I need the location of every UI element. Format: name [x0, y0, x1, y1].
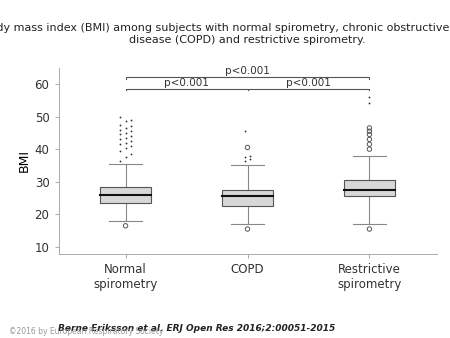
Point	[117, 137, 124, 142]
Point	[117, 127, 124, 132]
Point	[246, 153, 253, 159]
Y-axis label: BMI: BMI	[18, 149, 31, 172]
Point	[244, 145, 251, 150]
Point	[117, 122, 124, 127]
Text: p<0.001: p<0.001	[164, 78, 209, 88]
Point	[122, 125, 129, 131]
Point	[122, 140, 129, 145]
Point	[366, 137, 373, 142]
Point	[366, 128, 373, 134]
Point	[117, 132, 124, 137]
Point	[244, 226, 251, 232]
Point	[122, 223, 129, 228]
Title: Body mass index (BMI) among subjects with normal spirometry, chronic obstructive: Body mass index (BMI) among subjects wit…	[0, 23, 450, 45]
Bar	[100, 187, 151, 203]
Point	[122, 135, 129, 140]
Point	[242, 154, 249, 160]
Text: p<0.001: p<0.001	[225, 66, 270, 76]
Bar	[222, 190, 273, 206]
Point	[117, 114, 124, 119]
Text: Berne Eriksson et al. ERJ Open Res 2016;2:00051-2015: Berne Eriksson et al. ERJ Open Res 2016;…	[58, 324, 336, 334]
Point	[122, 145, 129, 150]
Point	[366, 146, 373, 152]
Point	[127, 117, 135, 122]
Point	[127, 134, 135, 139]
Point	[366, 226, 373, 232]
Point	[242, 128, 249, 134]
Point	[122, 130, 129, 136]
Point	[127, 143, 135, 149]
Point	[366, 142, 373, 147]
Point	[366, 132, 373, 137]
Point	[366, 125, 373, 131]
Text: ©2016 by European Respiratory Society: ©2016 by European Respiratory Society	[9, 327, 163, 336]
Point	[117, 148, 124, 153]
Point	[117, 158, 124, 163]
Point	[366, 101, 373, 106]
Point	[242, 158, 249, 163]
Point	[122, 154, 129, 160]
Point	[127, 151, 135, 157]
Point	[127, 128, 135, 134]
Point	[366, 94, 373, 100]
Bar	[344, 180, 395, 196]
Point	[127, 138, 135, 144]
Point	[246, 156, 253, 162]
Text: p<0.001: p<0.001	[286, 78, 331, 88]
Point	[122, 119, 129, 124]
Point	[127, 124, 135, 129]
Point	[117, 142, 124, 147]
